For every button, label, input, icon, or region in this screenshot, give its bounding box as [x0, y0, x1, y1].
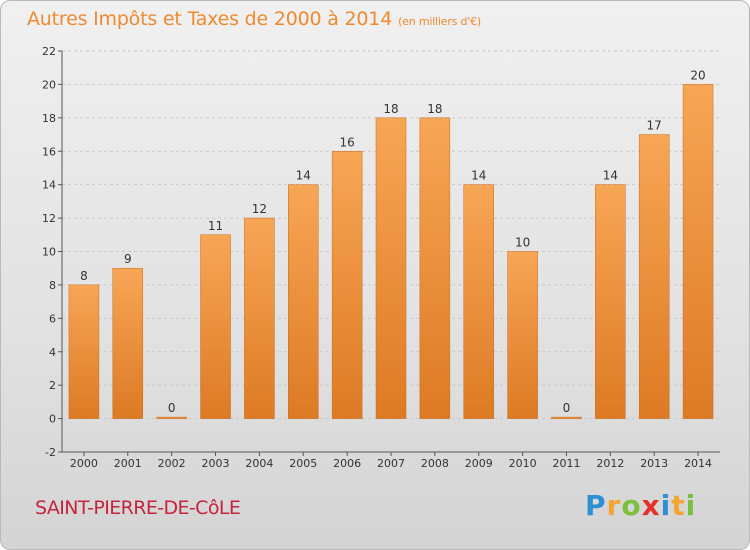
data-label-2010: 10 — [515, 236, 530, 250]
chart-title-unit: (en milliers d'€) — [398, 15, 481, 28]
logo-letter: o — [621, 489, 642, 522]
chart-title: Autres Impôts et Taxes de 2000 à 2014 (en… — [27, 8, 481, 30]
x-tick-label-2010: 2010 — [509, 457, 537, 470]
bar-2004[interactable] — [244, 217, 275, 419]
x-tick-label-2013: 2013 — [640, 457, 668, 470]
data-label-2004: 12 — [252, 202, 267, 216]
proxiti-logo[interactable]: Proxiti — [585, 489, 696, 522]
x-tick-label-2004: 2004 — [245, 457, 273, 470]
bar-2003[interactable] — [200, 234, 231, 419]
data-label-2008: 18 — [427, 102, 442, 116]
data-label-2000: 8 — [80, 269, 88, 283]
commune-name: SAINT-PIERRE-DE-CôLE — [35, 497, 241, 519]
logo-letter: x — [641, 489, 661, 522]
x-tick-label-2012: 2012 — [596, 457, 624, 470]
data-label-2003: 11 — [208, 219, 223, 233]
x-tick-label-2014: 2014 — [684, 457, 712, 470]
bar-2010[interactable] — [507, 251, 538, 419]
x-tick-label-2000: 2000 — [70, 457, 98, 470]
logo-letter: P — [585, 489, 607, 522]
data-label-2013: 17 — [647, 119, 662, 133]
data-label-2011: 0 — [563, 401, 571, 415]
data-label-2001: 9 — [124, 252, 132, 266]
x-tick-label-2005: 2005 — [289, 457, 317, 470]
y-tick-label: 12 — [42, 212, 56, 225]
bar-2007[interactable] — [375, 117, 407, 419]
bar-2009[interactable] — [463, 184, 494, 419]
y-tick-label: 10 — [42, 246, 56, 259]
y-tick-label: 8 — [49, 279, 56, 292]
x-tick-label-2001: 2001 — [114, 457, 142, 470]
y-tick-label: 18 — [42, 112, 56, 125]
x-tick-label-2002: 2002 — [158, 457, 186, 470]
x-tick-label-2008: 2008 — [421, 457, 449, 470]
bar-2001[interactable] — [112, 267, 144, 419]
y-tick-label: -2 — [45, 446, 56, 459]
bar-2014[interactable] — [682, 84, 714, 419]
bar-2013[interactable] — [638, 134, 670, 419]
data-label-2006: 16 — [339, 135, 354, 149]
x-tick-label-2006: 2006 — [333, 457, 361, 470]
data-label-2007: 18 — [383, 102, 398, 116]
bar-2008[interactable] — [419, 117, 451, 419]
y-tick-label: 14 — [42, 179, 56, 192]
y-tick-label: 0 — [49, 413, 56, 426]
y-tick-label: 2 — [49, 379, 56, 392]
logo-letter: t — [671, 489, 686, 522]
logo-letter: i — [660, 489, 672, 522]
bar-2012[interactable] — [595, 184, 626, 419]
bar-2005[interactable] — [288, 184, 319, 419]
logo-letter: r — [606, 489, 622, 522]
bar-2000[interactable] — [68, 284, 100, 419]
x-tick-label-2007: 2007 — [377, 457, 405, 470]
data-label-2014: 20 — [690, 68, 705, 82]
chart-title-main: Autres Impôts et Taxes de 2000 à 2014 — [27, 8, 393, 30]
x-tick-label-2003: 2003 — [202, 457, 230, 470]
bar-2006[interactable] — [331, 151, 363, 419]
data-label-2012: 14 — [603, 169, 618, 183]
data-label-2002: 0 — [168, 401, 176, 415]
data-label-2005: 14 — [296, 169, 311, 183]
bar-2011[interactable] — [551, 416, 582, 419]
y-tick-label: 20 — [42, 78, 56, 91]
y-tick-label: 4 — [49, 346, 56, 359]
data-label-2009: 14 — [471, 169, 486, 183]
x-tick-label-2011: 2011 — [552, 457, 580, 470]
x-tick-label-2009: 2009 — [465, 457, 493, 470]
y-tick-label: 22 — [42, 45, 56, 58]
y-tick-label: 16 — [42, 145, 56, 158]
logo-letter: i — [685, 489, 697, 522]
y-tick-label: 6 — [49, 312, 56, 325]
bar-2002[interactable] — [156, 416, 187, 419]
